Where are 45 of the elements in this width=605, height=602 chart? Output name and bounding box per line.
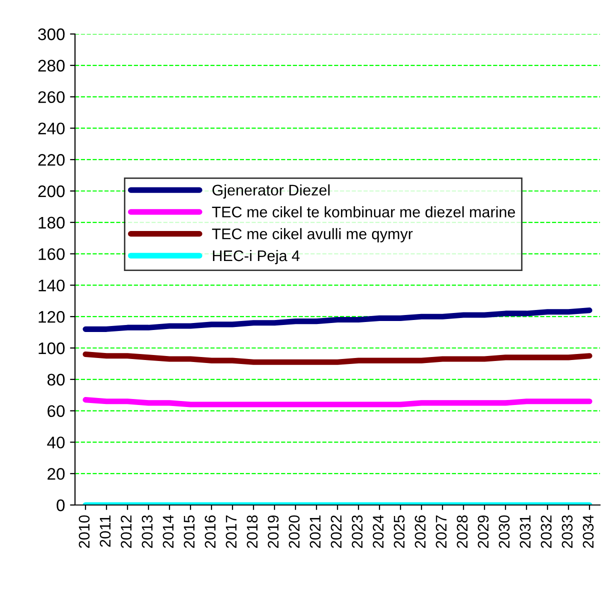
y-tick-label: 160 [38,248,65,260]
y-tick-label: 20 [48,468,65,480]
x-tick-label: 2033 [562,515,573,548]
y-tick-label: 40 [47,436,65,448]
x-tick-label: 2028 [456,515,468,548]
x-tick-label: 2020 [288,515,300,548]
x-tick-label: 2027 [436,515,447,548]
y-tick-label: 60 [48,405,65,418]
legend-label: HEC-i Peja 4 [212,250,300,264]
x-tick-label: 2030 [498,515,510,548]
y-tick-label: 80 [47,374,65,386]
x-tick-label: 2021 [310,515,321,548]
y-tick-label: 220 [38,154,65,166]
x-tick-label: 2031 [520,515,531,548]
legend-label: TEC me cikel te kombinuar me diezel marine [212,206,516,218]
x-tick-label: 2011 [100,515,111,547]
x-tick-label: 2026 [414,515,426,548]
x-tick-label: 2032 [540,515,552,548]
y-tick-label: 140 [38,280,65,292]
y-tick-label: 260 [38,91,65,104]
y-tick-label: 280 [38,60,65,72]
x-tick-label: 2023 [352,515,363,548]
x-tick-label: 2012 [120,515,132,548]
y-tick-label: 200 [38,185,65,198]
x-tick-label: 2017 [226,515,237,548]
x-tick-label: 2022 [330,515,342,548]
x-tick-label: 2016 [204,515,216,548]
x-tick-label: 2013 [142,515,153,548]
y-tick-label: 0 [56,499,65,512]
x-tick-label: 2024 [372,515,384,548]
y-tick-label: 240 [38,122,65,134]
legend-label: TEC me cikel avulli me qymyr [212,228,413,242]
y-tick-label: 300 [38,28,65,40]
x-tick-label: 2029 [478,515,489,548]
x-tick-label: 2015 [184,515,195,548]
legend-label: Gjenerator Diezel [212,184,330,199]
x-tick-label: 2018 [246,515,258,548]
y-tick-label: 100 [38,342,65,354]
x-tick-label: 2025 [394,515,405,548]
x-tick-label: 2034 [582,515,594,548]
y-tick-label: 120 [38,311,65,323]
x-tick-label: 2019 [268,515,279,548]
y-tick-label: 180 [38,216,65,229]
x-tick-label: 2014 [162,515,174,548]
x-tick-label: 2010 [78,515,90,548]
